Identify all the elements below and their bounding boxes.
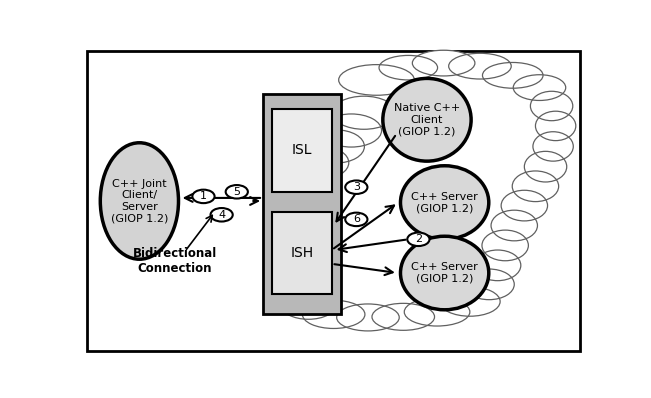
Text: C++ Server
(GIOP 1.2): C++ Server (GIOP 1.2) xyxy=(411,262,478,284)
Circle shape xyxy=(345,180,367,194)
Text: 6: 6 xyxy=(353,215,360,224)
Ellipse shape xyxy=(535,111,576,140)
Ellipse shape xyxy=(482,62,543,88)
Circle shape xyxy=(193,190,215,203)
Ellipse shape xyxy=(273,272,322,304)
Ellipse shape xyxy=(379,55,437,80)
Ellipse shape xyxy=(524,151,567,182)
Ellipse shape xyxy=(400,166,489,239)
Ellipse shape xyxy=(512,171,559,202)
Ellipse shape xyxy=(273,255,318,287)
Ellipse shape xyxy=(533,132,574,161)
Ellipse shape xyxy=(281,220,326,250)
Ellipse shape xyxy=(321,114,381,147)
Ellipse shape xyxy=(332,96,396,129)
Text: ISH: ISH xyxy=(290,246,313,260)
Ellipse shape xyxy=(286,183,331,213)
Text: C++ Server
(GIOP 1.2): C++ Server (GIOP 1.2) xyxy=(411,192,478,213)
Ellipse shape xyxy=(277,238,322,268)
Text: 2: 2 xyxy=(415,234,422,244)
Ellipse shape xyxy=(404,298,470,326)
Ellipse shape xyxy=(439,287,500,316)
Ellipse shape xyxy=(339,64,414,95)
Bar xyxy=(272,212,331,295)
Ellipse shape xyxy=(281,290,336,319)
Ellipse shape xyxy=(296,147,349,179)
Ellipse shape xyxy=(501,190,547,221)
Text: Native C++
Client
(GIOP 1.2): Native C++ Client (GIOP 1.2) xyxy=(394,103,460,137)
Ellipse shape xyxy=(303,69,566,333)
Bar xyxy=(263,94,341,314)
Ellipse shape xyxy=(289,165,338,195)
Ellipse shape xyxy=(308,130,365,163)
Ellipse shape xyxy=(482,230,529,261)
Text: 1: 1 xyxy=(200,191,207,201)
Ellipse shape xyxy=(412,50,475,76)
Text: 3: 3 xyxy=(353,182,360,192)
Text: 5: 5 xyxy=(233,187,240,197)
Ellipse shape xyxy=(475,250,521,281)
Text: 4: 4 xyxy=(218,210,225,220)
Text: C++ Joint
Client/
Server
(GIOP 1.2): C++ Joint Client/ Server (GIOP 1.2) xyxy=(111,179,168,223)
Ellipse shape xyxy=(400,236,489,310)
Text: ISL: ISL xyxy=(292,143,312,158)
Circle shape xyxy=(226,185,248,199)
Ellipse shape xyxy=(284,202,328,231)
Bar xyxy=(272,109,331,192)
Ellipse shape xyxy=(302,300,365,328)
Ellipse shape xyxy=(383,78,471,161)
Ellipse shape xyxy=(464,269,514,300)
Ellipse shape xyxy=(100,143,178,259)
Circle shape xyxy=(408,232,430,246)
Ellipse shape xyxy=(337,304,399,331)
Circle shape xyxy=(345,213,367,226)
Ellipse shape xyxy=(513,75,566,100)
Ellipse shape xyxy=(491,210,538,241)
Ellipse shape xyxy=(531,91,573,121)
Circle shape xyxy=(210,208,233,222)
Ellipse shape xyxy=(372,303,435,330)
Ellipse shape xyxy=(449,53,511,79)
Text: Bidirectional
Connection: Bidirectional Connection xyxy=(133,247,217,275)
